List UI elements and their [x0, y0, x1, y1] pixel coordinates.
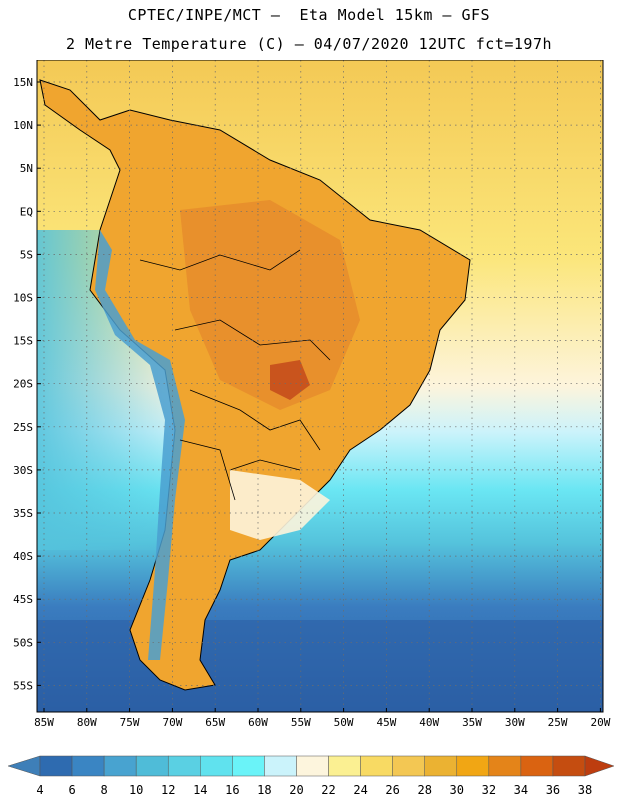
map-frame — [36, 60, 604, 713]
legend-label: 32 — [482, 783, 496, 797]
lat-lon-grid — [37, 60, 603, 712]
lat-label: 5N — [20, 162, 33, 175]
country-borders — [139, 249, 331, 501]
southern-ocean — [37, 620, 603, 712]
legend-swatch — [328, 755, 361, 777]
title-line-1: CPTEC/INPE/MCT – Eta Model 15km – GFS — [127, 6, 491, 24]
lon-label: 85W — [34, 716, 54, 728]
legend-swatch — [39, 755, 73, 777]
legend-label: 14 — [193, 783, 207, 797]
lat-label: 45S — [13, 593, 33, 606]
legend-label: 38 — [578, 783, 592, 797]
legend-swatch — [296, 755, 329, 777]
lat-label: 25S — [13, 421, 33, 434]
lon-label: 20W — [590, 716, 610, 728]
lon-label: 80W — [77, 716, 97, 728]
lat-label: 15S — [13, 335, 33, 348]
legend-swatch — [360, 755, 393, 777]
legend-swatch — [520, 755, 554, 777]
pantanal-hottest — [270, 360, 310, 400]
lon-label: 40W — [419, 716, 439, 728]
legend-swatch — [135, 755, 169, 777]
legend-swatch — [71, 755, 105, 777]
legend-label: 22 — [321, 783, 335, 797]
legend-swatch — [103, 755, 137, 777]
andes-cold-strip — [95, 230, 185, 660]
lat-label: 50S — [13, 636, 33, 649]
lat-label: 40S — [13, 550, 33, 563]
lat-label: EQ — [20, 205, 33, 218]
lon-label: 75W — [120, 716, 140, 728]
legend-label: 30 — [450, 783, 464, 797]
longitude-labels: 85W 80W 75W 70W 65W 60W 55W 50W 45W 40W 35W 30W 25W 2… — [34, 708, 611, 728]
legend-swatch — [200, 755, 233, 777]
lon-label: 35W — [462, 716, 482, 728]
legend-label: 18 — [257, 783, 271, 797]
legend-label: 16 — [225, 783, 239, 797]
lon-label: 70W — [162, 716, 182, 728]
legend-label: 26 — [385, 783, 399, 797]
legend-swatch — [424, 755, 458, 777]
legend-label: 10 — [129, 783, 143, 797]
legend-label: 6 — [68, 783, 75, 797]
lat-label: 5S — [20, 248, 33, 261]
temperature-map: 15N 10N 5N EQ 5S 10S 15S 20S 25S 30S 35S 40S 45S 50S 5… — [13, 60, 611, 728]
lon-label: 60W — [248, 716, 268, 728]
legend-label: 36 — [546, 783, 560, 797]
latitude-labels: 15N 10N 5N EQ 5S 10S 15S 20S 25S 30S 35S 40S 45S 50S 5… — [13, 76, 41, 692]
legend-label: 34 — [514, 783, 528, 797]
title-line-2: 2 Metre Temperature (C) – 04/07/2020 12U… — [65, 35, 553, 53]
legend-swatch — [552, 755, 586, 777]
legend-swatch — [232, 755, 265, 777]
map-area — [37, 60, 603, 712]
lat-label: 35S — [13, 507, 33, 520]
legend-label: 20 — [289, 783, 303, 797]
lon-label: 55W — [291, 716, 311, 728]
south-cool-land — [230, 470, 330, 540]
legend-arrow-left — [7, 755, 41, 777]
legend-label: 24 — [353, 783, 367, 797]
legend-arrow-right — [584, 755, 615, 777]
lat-label: 20S — [13, 378, 33, 391]
lat-label: 15N — [13, 76, 33, 89]
color-legend: 4 6 8 10 12 14 16 18 20 22 24 26 28 30 32 34 36 38 — [7, 755, 615, 797]
legend-swatch — [264, 755, 297, 777]
lon-label: 50W — [334, 716, 354, 728]
lat-label: 10N — [13, 119, 33, 132]
legend-label: 28 — [417, 783, 431, 797]
brazil-highlands-hot — [180, 200, 360, 410]
lon-label: 30W — [505, 716, 525, 728]
legend-swatch — [456, 755, 490, 777]
legend-swatch — [167, 755, 201, 777]
legend-label: 12 — [161, 783, 175, 797]
lon-label: 45W — [376, 716, 396, 728]
lon-label: 65W — [205, 716, 225, 728]
legend-label: 4 — [36, 783, 43, 797]
legend-label: 8 — [101, 783, 108, 797]
legend-swatch — [392, 755, 425, 777]
legend-swatch — [488, 755, 522, 777]
lat-label: 10S — [13, 292, 33, 305]
lat-label: 55S — [13, 679, 33, 692]
lon-label: 25W — [548, 716, 568, 728]
lat-label: 30S — [13, 464, 33, 477]
